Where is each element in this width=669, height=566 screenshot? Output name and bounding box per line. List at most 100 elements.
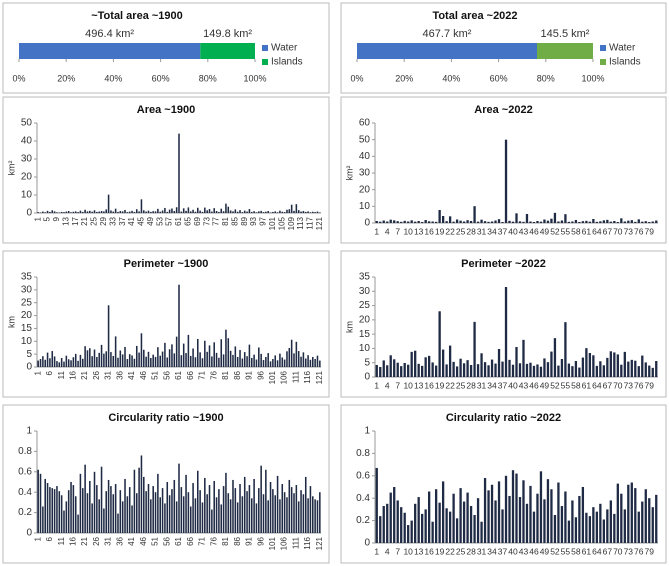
bar xyxy=(70,482,72,533)
bar xyxy=(434,221,438,223)
x-tick-label: 1 xyxy=(374,546,379,556)
bar xyxy=(644,221,647,223)
bar xyxy=(316,211,319,213)
bar xyxy=(182,343,185,367)
bar xyxy=(215,352,218,367)
bar xyxy=(206,494,208,533)
bar xyxy=(204,477,206,533)
bar xyxy=(515,213,518,223)
bar xyxy=(613,221,616,223)
x-tick-label: 52 xyxy=(550,226,560,236)
bar-segment xyxy=(537,43,593,59)
bar xyxy=(173,353,176,367)
bar xyxy=(84,464,86,533)
bar xyxy=(379,367,382,377)
bar xyxy=(229,210,232,213)
x-tick-label: 85 xyxy=(230,216,239,225)
bar xyxy=(550,489,553,543)
bar xyxy=(63,212,65,213)
bar xyxy=(171,344,173,367)
bar xyxy=(114,336,117,367)
bar xyxy=(312,496,314,533)
bar xyxy=(539,471,543,543)
bar xyxy=(455,366,459,377)
bar xyxy=(187,334,190,367)
bar xyxy=(283,492,286,533)
bar xyxy=(225,329,227,367)
bar xyxy=(37,360,39,367)
y-tick-label: 0.2 xyxy=(18,507,32,518)
bar xyxy=(49,487,51,533)
bar xyxy=(648,498,651,543)
bar xyxy=(250,211,253,213)
bar xyxy=(452,361,455,377)
bar xyxy=(194,357,197,367)
bar xyxy=(407,525,410,543)
bar xyxy=(236,356,239,367)
bar xyxy=(241,496,244,533)
bar xyxy=(307,498,309,533)
bar xyxy=(529,221,532,223)
bar xyxy=(616,222,619,223)
y-tick-label: 1 xyxy=(364,426,370,437)
bar xyxy=(543,219,546,223)
bar xyxy=(143,210,145,213)
x-tick-label: 67 xyxy=(603,226,613,236)
x-tick-label: 20% xyxy=(57,73,75,83)
x-tick-label: 73 xyxy=(624,546,634,556)
bar xyxy=(274,495,277,533)
bar xyxy=(297,501,300,533)
bar xyxy=(407,221,410,223)
x-tick-label: 100% xyxy=(581,73,604,83)
bar xyxy=(164,342,166,367)
bar xyxy=(281,484,284,533)
panel xyxy=(2,250,330,398)
x-tick-label: 51 xyxy=(151,536,160,545)
bar xyxy=(592,219,595,223)
x-tick-label: 13 xyxy=(61,216,70,225)
bar xyxy=(431,362,434,377)
bar xyxy=(532,365,536,377)
bar xyxy=(417,363,420,377)
bar xyxy=(243,476,246,533)
x-tick-label: 70 xyxy=(613,226,623,236)
x-tick-label: 22 xyxy=(445,226,455,236)
x-tick-label: 61 xyxy=(582,546,592,556)
bar xyxy=(234,209,237,213)
bar xyxy=(164,207,166,213)
bar xyxy=(428,355,431,377)
bar xyxy=(119,490,122,533)
x-tick-label: 34 xyxy=(487,380,497,390)
bar xyxy=(201,358,204,367)
bar xyxy=(651,367,654,377)
bar xyxy=(304,358,307,367)
bar xyxy=(550,351,553,377)
bar xyxy=(455,518,459,543)
x-tick-label: 29 xyxy=(99,216,108,225)
bar xyxy=(297,351,300,367)
chart-title: Circularity ratio ~2022 xyxy=(446,412,561,424)
bar xyxy=(525,214,529,223)
bar xyxy=(192,209,194,213)
bar xyxy=(319,492,321,533)
bar xyxy=(225,472,227,533)
bar xyxy=(304,211,307,213)
bar xyxy=(96,211,98,213)
bar xyxy=(307,211,309,213)
y-axis-label: km² xyxy=(6,161,16,176)
bar xyxy=(56,212,58,213)
bar xyxy=(532,511,536,543)
bar xyxy=(462,501,466,543)
bar xyxy=(627,484,630,543)
legend-label: Islands xyxy=(609,57,641,68)
x-tick-label: 113 xyxy=(296,216,305,229)
bar xyxy=(438,311,441,377)
bar xyxy=(567,520,571,543)
bar xyxy=(67,359,70,367)
bar xyxy=(168,495,171,533)
bar xyxy=(119,350,122,367)
bar xyxy=(494,500,497,543)
bar xyxy=(497,481,501,543)
bar xyxy=(375,467,378,543)
